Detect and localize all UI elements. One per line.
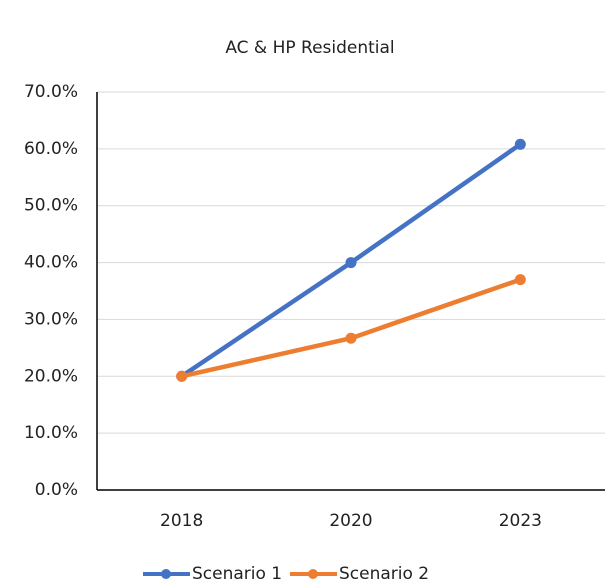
y-tick-label: 40.0% xyxy=(24,253,78,273)
y-tick-label: 70.0% xyxy=(24,82,78,102)
point xyxy=(176,370,188,382)
y-tick-label: 60.0% xyxy=(24,139,78,159)
point xyxy=(345,332,357,344)
x-tick-label: 2023 xyxy=(499,511,542,531)
point xyxy=(345,257,357,269)
y-tick-label: 30.0% xyxy=(24,309,78,329)
legend-marker xyxy=(308,569,318,579)
legend-label: Scenario 2 xyxy=(339,564,429,584)
legend-label: Scenario 1 xyxy=(192,564,282,584)
x-tick-label: 2018 xyxy=(160,511,203,531)
point xyxy=(514,274,526,286)
y-tick-label: 10.0% xyxy=(24,423,78,443)
legend-marker xyxy=(161,569,171,579)
y-tick-label: 50.0% xyxy=(24,196,78,216)
y-tick-label: 0.0% xyxy=(35,480,78,500)
chart-title: AC & HP Residential xyxy=(225,38,394,58)
x-tick-label: 2020 xyxy=(329,511,372,531)
y-tick-label: 20.0% xyxy=(24,366,78,386)
series-line xyxy=(181,277,522,379)
point xyxy=(514,138,526,150)
